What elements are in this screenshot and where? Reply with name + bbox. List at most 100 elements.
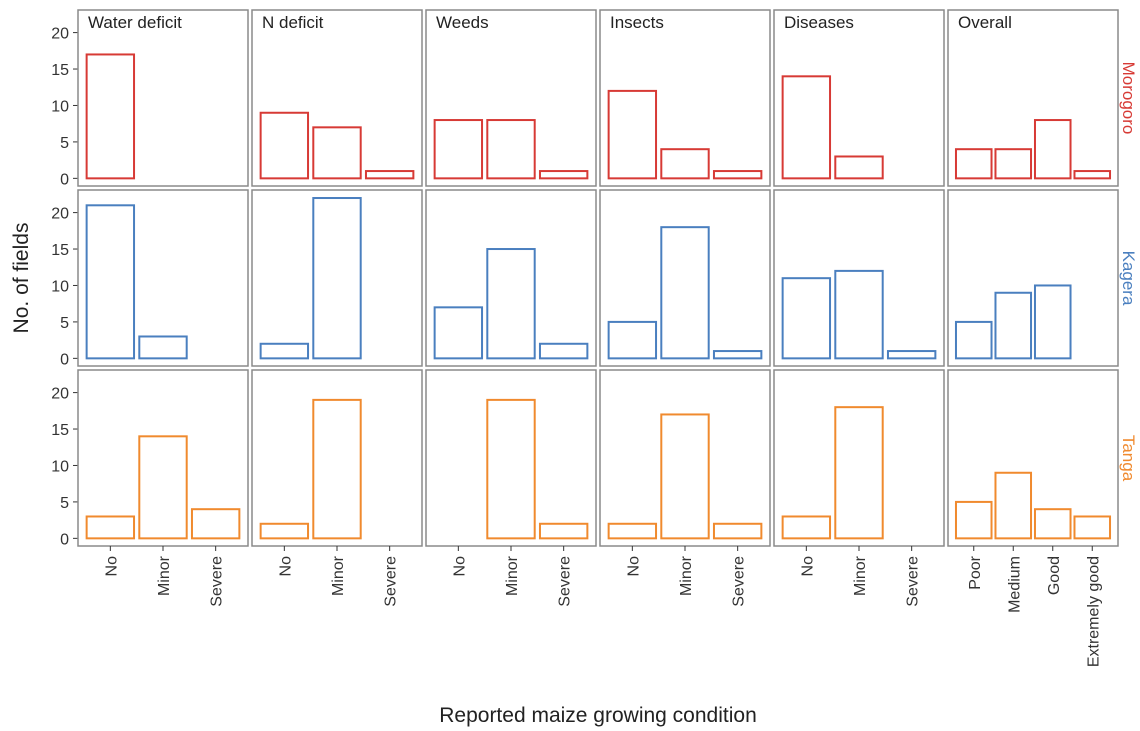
- facet-label: Water deficit: [88, 13, 182, 32]
- bar: [834, 269, 884, 360]
- bar: [538, 170, 589, 180]
- row-label: Morogoro: [1119, 62, 1138, 135]
- bar: [994, 291, 1033, 360]
- bar: [138, 335, 188, 360]
- panel: [773, 369, 945, 547]
- facet-label: N deficit: [262, 13, 324, 32]
- y-tick-label: 0: [60, 351, 69, 368]
- bar: [607, 89, 658, 180]
- bar: [1033, 284, 1072, 360]
- x-tick-label: No: [451, 556, 468, 577]
- x-axis-label: Reported maize growing condition: [439, 704, 757, 727]
- bar: [312, 398, 362, 540]
- bar: [1073, 170, 1112, 180]
- bar: [781, 75, 832, 180]
- bar: [364, 170, 415, 180]
- bar: [781, 277, 832, 360]
- x-tick-label: Medium: [1006, 556, 1023, 613]
- bar: [607, 522, 658, 540]
- panel: [425, 9, 597, 187]
- y-tick-label: 10: [51, 278, 69, 295]
- panel: [425, 189, 597, 367]
- bar: [712, 350, 763, 360]
- y-tick-label: 20: [51, 26, 69, 43]
- bar: [85, 204, 136, 360]
- x-tick-label: Poor: [967, 555, 984, 589]
- x-tick-label: No: [277, 556, 294, 577]
- panel: [947, 189, 1119, 367]
- facet-label: Insects: [610, 13, 664, 32]
- y-tick-label: 10: [51, 98, 69, 115]
- row-label: Tanga: [1119, 435, 1138, 482]
- y-tick-label: 5: [60, 315, 69, 332]
- bar: [954, 320, 993, 360]
- y-tick-label: 0: [60, 171, 69, 188]
- bar: [712, 170, 763, 180]
- y-tick-label: 15: [51, 422, 69, 439]
- bar: [1033, 119, 1072, 180]
- bar: [259, 111, 310, 180]
- panel: [599, 189, 771, 367]
- bar: [538, 522, 589, 540]
- panel: [251, 369, 423, 547]
- bar: [1073, 515, 1112, 540]
- x-tick-label: Severe: [905, 556, 922, 607]
- x-tick-label: Extremely good: [1085, 556, 1102, 667]
- facet-label: Diseases: [784, 13, 854, 32]
- x-tick-label: Severe: [557, 556, 574, 607]
- y-tick-label: 5: [60, 495, 69, 512]
- bar: [312, 197, 362, 360]
- y-tick-label: 10: [51, 458, 69, 475]
- bar: [781, 515, 832, 540]
- panel: [251, 189, 423, 367]
- bar: [138, 435, 188, 540]
- bar: [1033, 508, 1072, 540]
- panel: [947, 369, 1119, 547]
- bar: [190, 508, 241, 540]
- bar: [486, 119, 536, 180]
- y-tick-label: 15: [51, 62, 69, 79]
- facet-label: Weeds: [436, 13, 489, 32]
- bar: [954, 148, 993, 180]
- bar: [994, 471, 1033, 540]
- bar: [433, 306, 484, 360]
- x-tick-label: Severe: [209, 556, 226, 607]
- bar: [834, 406, 884, 540]
- bar: [660, 148, 710, 180]
- x-tick-label: Minor: [504, 555, 521, 596]
- x-tick-label: Minor: [852, 555, 869, 596]
- x-tick-label: Severe: [383, 556, 400, 607]
- x-tick-label: Minor: [330, 555, 347, 596]
- y-tick-label: 20: [51, 206, 69, 223]
- panel: [947, 9, 1119, 187]
- y-tick-label: 5: [60, 135, 69, 152]
- bar: [259, 522, 310, 540]
- x-tick-label: No: [625, 556, 642, 577]
- bar: [85, 53, 136, 180]
- bar: [85, 515, 136, 540]
- y-tick-label: 15: [51, 242, 69, 259]
- row-label: Kagera: [1119, 251, 1138, 306]
- bar: [607, 320, 658, 360]
- panel: [425, 369, 597, 547]
- facet-label: Overall: [958, 13, 1012, 32]
- panel: [77, 189, 249, 367]
- bar: [886, 350, 937, 360]
- bar: [660, 413, 710, 540]
- bar: [433, 119, 484, 180]
- y-axis-label: No. of fields: [10, 223, 33, 334]
- x-tick-label: Good: [1046, 556, 1063, 595]
- bar: [312, 126, 362, 180]
- x-tick-label: Minor: [156, 555, 173, 596]
- y-tick-label: 0: [60, 531, 69, 548]
- bar: [486, 398, 536, 540]
- bar: [486, 248, 536, 360]
- bar: [259, 342, 310, 360]
- panel: [251, 9, 423, 187]
- x-tick-label: No: [103, 556, 120, 577]
- panel: [599, 9, 771, 187]
- bar: [660, 226, 710, 360]
- bar: [834, 155, 884, 180]
- x-tick-label: No: [799, 556, 816, 577]
